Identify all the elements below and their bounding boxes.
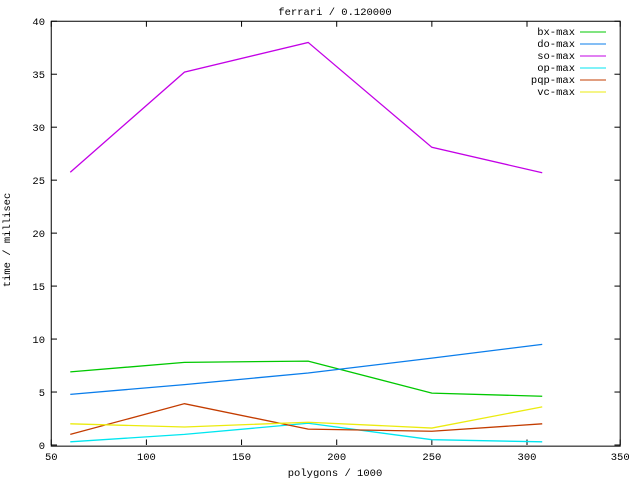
svg-text:bx-max: bx-max [537,27,575,39]
svg-text:25: 25 [32,176,45,188]
svg-text:350: 350 [611,452,630,464]
svg-text:35: 35 [32,70,45,82]
svg-text:polygons / 1000: polygons / 1000 [288,468,383,480]
svg-text:20: 20 [32,229,45,241]
svg-text:30: 30 [32,123,45,135]
svg-text:200: 200 [327,452,346,464]
svg-text:ferrari / 0.120000: ferrari / 0.120000 [278,7,391,19]
svg-text:100: 100 [137,452,156,464]
svg-text:40: 40 [32,17,45,29]
svg-text:300: 300 [518,452,537,464]
svg-text:pqp-max: pqp-max [531,75,575,87]
svg-text:50: 50 [45,452,58,464]
svg-text:10: 10 [32,335,45,347]
svg-text:15: 15 [32,282,45,294]
svg-text:5: 5 [39,388,45,400]
svg-text:op-max: op-max [537,63,575,75]
svg-text:so-max: so-max [537,51,575,63]
svg-text:150: 150 [232,452,251,464]
svg-text:vc-max: vc-max [537,87,575,99]
svg-text:250: 250 [422,452,441,464]
svg-text:time / millisec: time / millisec [2,193,14,288]
svg-text:do-max: do-max [537,39,575,51]
